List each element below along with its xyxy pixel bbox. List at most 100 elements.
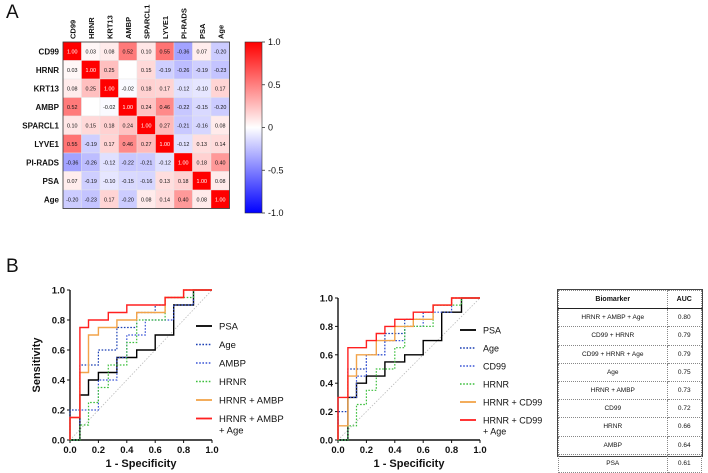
heatmap-value: 0.14 — [160, 197, 171, 203]
panel-label-b: B — [6, 256, 19, 278]
auc-biomarker-cell: AMBP — [559, 436, 668, 454]
y-tick-label: 1.0 — [52, 286, 65, 297]
auc-biomarker-cell: HRNR + AMBP — [559, 381, 668, 399]
y-tick-label: 0.2 — [52, 406, 65, 417]
heatmap-value: -0.10 — [103, 179, 115, 185]
heatmap-value: -0.02 — [122, 86, 134, 92]
x-tick-label: 0.8 — [177, 445, 190, 456]
legend-label: HRNR + AMBP + Age — [219, 414, 284, 437]
auc-biomarker-cell: CD99 — [559, 400, 668, 418]
y-tick-label: 0.8 — [52, 316, 65, 327]
heatmap-value: 1.00 — [197, 179, 208, 185]
auc-value-cell: 0.75 — [667, 363, 702, 381]
auc-value-cell: 0.72 — [667, 400, 702, 418]
heatmap-value: -0.20 — [122, 197, 134, 203]
heatmap-cell — [82, 98, 101, 117]
x-tick-label: 0.2 — [360, 445, 373, 456]
roc-chart-left: 0.0 0.2 0.4 0.6 0.8 1.0 0.0 0.2 0.4 0.6 0.8 1.0 1 - … — [20, 280, 290, 470]
heatmap-value: -0.19 — [159, 68, 171, 74]
heatmap-value: 1.00 — [215, 197, 226, 203]
heatmap-col-label: LYVE1 — [161, 16, 170, 39]
heatmap-value: 0.03 — [67, 68, 78, 74]
legend-label: PSA — [483, 326, 501, 336]
x-tick-label: 0.6 — [417, 445, 430, 456]
legend-label: HRNR — [483, 380, 509, 390]
auc-value-cell: 0.80 — [667, 309, 702, 327]
colorbar — [245, 42, 262, 213]
heatmap-row-label: Age — [44, 195, 60, 204]
table-row: CD99 + HRNR + Age 0.79 — [559, 345, 702, 363]
heatmap-col-label: KRT13 — [105, 15, 114, 39]
heatmap-value: 0.24 — [123, 123, 134, 129]
heatmap-value: 0.17 — [160, 86, 171, 92]
heatmap-value: -0.20 — [66, 197, 78, 203]
heatmap-value: 0.17 — [104, 197, 115, 203]
legend-label: CD99 — [483, 362, 506, 372]
heatmap-value: 0.27 — [141, 142, 152, 148]
legend-label: HRNR + CD99 + Age — [483, 416, 542, 437]
heatmap-value: 0.08 — [215, 123, 226, 129]
heatmap-value: -0.15 — [122, 179, 134, 185]
heatmap-value: -0.36 — [177, 49, 189, 55]
table-row: HRNR + AMBP + Age 0.80 — [559, 309, 702, 327]
auc-biomarker-cell: CD99 + HRNR + Age — [559, 345, 668, 363]
heatmap-value: 0.18 — [141, 86, 152, 92]
heatmap-value: 0.07 — [197, 49, 208, 55]
heatmap-value: -0.19 — [85, 142, 97, 148]
auc-value-cell: 0.73 — [667, 381, 702, 399]
heatmap-value: 0.17 — [104, 142, 115, 148]
heatmap-row-label: HRNR — [36, 66, 59, 75]
heatmap-col-label: PI-RADS — [179, 8, 188, 39]
y-tick-label: 0.8 — [320, 322, 333, 333]
table-row: AMBP 0.64 — [559, 436, 702, 454]
y-tick-label: 0.6 — [52, 346, 65, 357]
colorbar-tick-label: -0.5 — [268, 165, 284, 175]
legend-label: Age — [483, 344, 499, 354]
heatmap-value: -0.02 — [103, 105, 115, 111]
table-row: HRNR + AMBP 0.73 — [559, 381, 702, 399]
x-tick-label: 0.2 — [92, 445, 105, 456]
heatmap-value: -0.12 — [177, 142, 189, 148]
heatmap-value: 0.10 — [141, 49, 152, 55]
heatmap-value: 0.46 — [160, 105, 171, 111]
heatmap-value: -0.19 — [85, 179, 97, 185]
heatmap-value: -0.12 — [103, 160, 115, 166]
y-tick-label: 0.4 — [52, 376, 66, 387]
heatmap-value: 0.40 — [215, 160, 226, 166]
roc-chart-right: 0.0 0.2 0.4 0.6 0.8 1.0 0.0 0.2 0.4 0.6 0.8 1.0 1 - … — [290, 280, 552, 470]
x-tick-label: 0.0 — [63, 445, 76, 456]
heatmap-value: 0.18 — [178, 179, 189, 185]
heatmap-col-label: Age — [216, 25, 225, 39]
colorbar-tick-label: 1.0 — [268, 37, 281, 47]
auc-header-biomarker: Biomarker — [559, 291, 668, 309]
colorbar-tick-label: 0 — [268, 123, 273, 133]
heatmap-value: -0.20 — [214, 49, 226, 55]
colorbar-tick-label: -1.0 — [268, 208, 284, 218]
heatmap-value: -0.22 — [122, 160, 134, 166]
legend-label: HRNR — [219, 377, 247, 388]
heatmap-row-label: KRT13 — [34, 84, 60, 93]
heatmap-value: 0.07 — [67, 179, 78, 185]
heatmap-col-label: AMBP — [124, 17, 133, 39]
heatmap-row-label: PSA — [43, 177, 60, 186]
heatmap-value: 0.13 — [160, 179, 171, 185]
heatmap-value: 0.15 — [141, 68, 152, 74]
heatmap-value: 0.27 — [160, 123, 171, 129]
heatmap-value: 0.55 — [67, 142, 78, 148]
y-axis-label: Sensitivity — [31, 337, 43, 393]
heatmap-value: 1.00 — [67, 49, 78, 55]
heatmap-value: 1.00 — [178, 160, 189, 166]
heatmap-row-label: LYVE1 — [34, 140, 59, 149]
heatmap-col-label: CD99 — [68, 20, 77, 39]
auc-table: Biomarker AUC HRNR + AMBP + Age 0.80 CD99 … — [558, 290, 702, 473]
heatmap-value: 0.08 — [104, 49, 115, 55]
auc-biomarker-cell: CD99 + HRNR — [559, 327, 668, 345]
heatmap-col-label: HRNR — [87, 17, 96, 39]
heatmap-value: -0.21 — [177, 123, 189, 129]
heatmap-value: 0.52 — [123, 49, 134, 55]
x-tick-label: 1.0 — [205, 445, 218, 456]
table-row: CD99 0.72 — [559, 400, 702, 418]
heatmap-value: 0.18 — [104, 123, 115, 129]
auc-biomarker-cell: PSA — [559, 454, 668, 472]
x-tick-label: 0.4 — [388, 445, 402, 456]
